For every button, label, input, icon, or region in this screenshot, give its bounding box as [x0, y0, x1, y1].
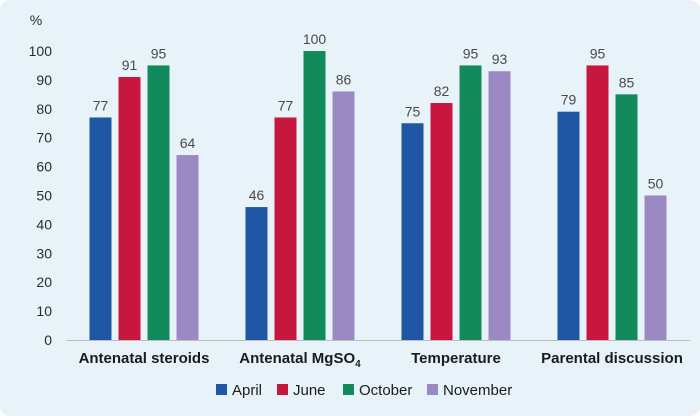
- bar-june: [118, 77, 141, 340]
- legend-swatch-april: [216, 384, 227, 395]
- bar-april: [401, 123, 424, 340]
- legend-label-october: October: [359, 382, 412, 399]
- data-label: 86: [336, 71, 352, 87]
- data-label: 95: [151, 45, 167, 61]
- data-label: 95: [590, 45, 606, 61]
- bar-june: [586, 65, 609, 340]
- data-label: 46: [249, 187, 265, 203]
- data-label: 82: [434, 83, 450, 99]
- y-tick-label: 80: [36, 101, 52, 117]
- data-label: 91: [122, 57, 138, 73]
- legend-swatch-october: [343, 384, 354, 395]
- bar-november: [176, 155, 199, 340]
- bar-october: [459, 65, 482, 340]
- bar-november: [644, 195, 667, 340]
- y-tick-label: 90: [36, 72, 52, 88]
- legend-swatch-june: [277, 384, 288, 395]
- data-label: 77: [278, 97, 294, 113]
- bar-october: [615, 94, 638, 340]
- data-label: 95: [463, 45, 479, 61]
- data-label: 50: [648, 176, 664, 192]
- bar-april: [245, 207, 268, 340]
- legend-label-april: April: [232, 382, 262, 399]
- x-category-label: Antenatal steroids: [79, 350, 210, 367]
- y-tick-label: 70: [36, 130, 52, 146]
- bar-april: [89, 117, 112, 340]
- bar-april: [557, 111, 580, 340]
- data-label: 77: [93, 97, 109, 113]
- data-label: 93: [492, 51, 508, 67]
- y-axis-label: %: [30, 12, 42, 28]
- legend-swatch-november: [427, 384, 438, 395]
- y-tick-label: 30: [36, 245, 52, 261]
- data-label: 79: [561, 92, 577, 108]
- y-tick-label: 20: [36, 274, 52, 290]
- x-category-label: Temperature: [411, 350, 501, 367]
- bar-june: [430, 103, 453, 341]
- bar-october: [303, 51, 326, 340]
- y-tick-label: 0: [44, 332, 52, 348]
- data-label: 75: [405, 103, 421, 119]
- bar-november: [332, 91, 355, 341]
- bar-june: [274, 117, 297, 340]
- data-label: 100: [303, 31, 327, 47]
- y-tick-label: 50: [36, 188, 52, 204]
- legend-label-november: November: [443, 382, 512, 399]
- bar-november: [488, 71, 511, 340]
- y-tick-label: 100: [29, 43, 53, 59]
- y-tick-label: 60: [36, 159, 52, 175]
- data-label: 85: [619, 74, 635, 90]
- x-category-label: Parental discussion: [541, 350, 683, 367]
- bar-october: [147, 65, 170, 340]
- legend-label-june: June: [293, 382, 326, 399]
- y-tick-label: 10: [36, 303, 52, 319]
- data-label: 64: [180, 135, 196, 151]
- y-tick-label: 40: [36, 216, 52, 232]
- x-category-label: Antenatal MgSO4: [239, 350, 361, 370]
